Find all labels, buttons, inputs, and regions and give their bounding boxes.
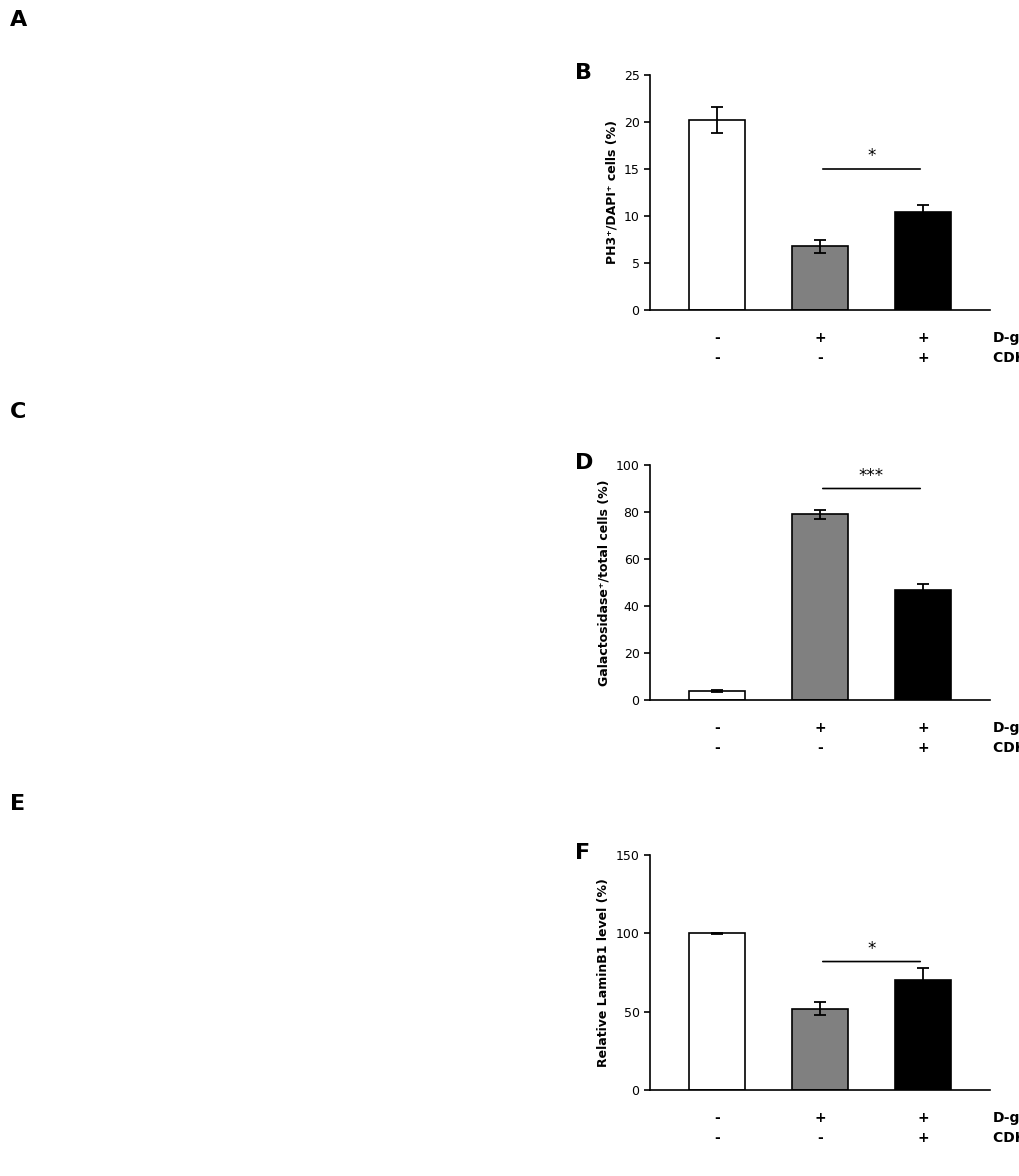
Bar: [688, 120, 745, 310]
Text: -: -: [713, 721, 719, 735]
Text: -: -: [816, 741, 822, 755]
Text: +: +: [813, 332, 825, 345]
Text: -: -: [713, 1131, 719, 1145]
Bar: [894, 589, 951, 700]
Text: +: +: [916, 1111, 928, 1125]
Bar: [688, 690, 745, 700]
Text: D-gal: D-gal: [993, 1111, 1019, 1125]
Text: CDK6 - Res: CDK6 - Res: [993, 741, 1019, 755]
Text: CDK6 - Res: CDK6 - Res: [993, 352, 1019, 365]
Bar: [894, 981, 951, 1090]
Text: +: +: [916, 1131, 928, 1145]
Text: D-gal: D-gal: [993, 721, 1019, 735]
Text: D: D: [575, 453, 593, 473]
Text: B: B: [575, 64, 592, 83]
Bar: [791, 1009, 848, 1090]
Text: -: -: [816, 1131, 822, 1145]
Text: +: +: [916, 332, 928, 345]
Text: +: +: [813, 1111, 825, 1125]
Bar: [791, 514, 848, 700]
Text: *: *: [866, 940, 875, 958]
Text: -: -: [713, 352, 719, 365]
Text: +: +: [916, 741, 928, 755]
Text: -: -: [713, 332, 719, 345]
Text: A: A: [10, 11, 28, 31]
Text: E: E: [10, 794, 25, 814]
Y-axis label: Relative LaminB1 level (%): Relative LaminB1 level (%): [596, 878, 609, 1067]
Text: D-gal: D-gal: [993, 332, 1019, 345]
Y-axis label: Galactosidase⁺/total cells (%): Galactosidase⁺/total cells (%): [596, 480, 609, 686]
Text: +: +: [916, 721, 928, 735]
Text: -: -: [713, 741, 719, 755]
Text: -: -: [816, 352, 822, 365]
Text: CDK6 - Res: CDK6 - Res: [993, 1131, 1019, 1145]
Text: ***: ***: [858, 467, 883, 485]
Text: *: *: [866, 147, 875, 166]
Y-axis label: PH3⁺/DAPI⁺ cells (%): PH3⁺/DAPI⁺ cells (%): [604, 120, 618, 265]
Text: -: -: [713, 1111, 719, 1125]
Text: C: C: [10, 402, 26, 422]
Text: +: +: [813, 721, 825, 735]
Bar: [688, 934, 745, 1090]
Bar: [791, 246, 848, 310]
Text: F: F: [575, 843, 590, 863]
Bar: [894, 212, 951, 310]
Text: +: +: [916, 352, 928, 365]
